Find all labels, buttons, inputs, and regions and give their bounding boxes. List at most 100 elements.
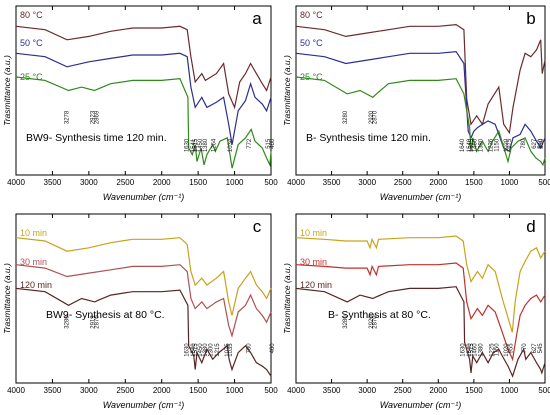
y-axis-label: Trasmittance (a.u.) [282,55,292,126]
plot-frame [15,5,272,176]
plot-frame [295,213,546,384]
band-label: 1236 [489,138,495,152]
x-tick-label: 2500 [394,178,412,187]
band-label: 1215 [215,343,221,357]
x-tick-label: 3000 [80,178,98,187]
series-label: 30 min [20,257,47,267]
band-label: 1540 [191,343,197,357]
x-tick-label: 2000 [429,178,447,187]
x-tick-label: 4000 [7,386,25,395]
series-label: 50 °C [20,38,43,48]
band-label: 515 [266,138,272,149]
series-line [295,235,546,333]
series-label: 80 °C [300,10,323,20]
x-axis-label: Wavenumber (cm⁻¹) [103,400,185,410]
panel-d: 4000 3500 3000 2500 2000 1500 1000 500 Wavenumbe… [282,213,550,410]
x-tick-label: 4000 [287,386,305,395]
x-tick-label: 3500 [323,178,341,187]
x-tick-label: 2500 [394,386,412,395]
x-tick-label: 3500 [44,178,62,187]
band-label: 1150 [495,343,501,357]
x-tick-label: 2000 [153,386,171,395]
x-tick-label: 500 [264,386,278,395]
series-label: 120 min [300,280,332,290]
series-label: 25 °C [300,72,323,82]
band-label: 1460 [473,343,479,357]
band-label: 1380 [478,343,484,357]
band-label: 1630 [185,138,191,152]
band-label: 1540 [467,343,473,357]
band-label: 2923 [90,110,96,124]
y-axis-label: Trasmittance (a.u.) [282,263,292,334]
panel-letter: b [526,9,535,28]
x-tick-label: 1000 [226,178,244,187]
band-label: 3280 [343,315,349,329]
band-label: 1020 [504,343,510,357]
band-label: 1264 [211,138,217,152]
x-axis-label: Wavenumber (cm⁻¹) [103,192,185,202]
x-tick-label: 1000 [501,386,519,395]
band-label: 627 [532,343,538,354]
series-line [15,237,272,316]
band-label: 955 [509,343,515,354]
band-label: 1541 [191,138,197,152]
band-label: 1034 [228,138,234,152]
band-label: 1515 [469,138,475,152]
series-line [295,286,546,378]
series-line [295,50,546,153]
panel-annotation: B- Synthesis time 120 min. [306,132,431,144]
band-label: 540 [538,138,544,149]
x-tick-label: 3500 [323,386,341,395]
band-label: 780 [521,138,527,149]
band-label: 1150 [495,138,501,152]
x-tick-label: 500 [538,386,550,395]
series-line [15,264,272,338]
panel-letter: c [253,217,262,236]
band-label: 1640 [460,138,466,152]
x-tick-label: 2500 [116,386,134,395]
x-tick-label: 1500 [189,386,207,395]
band-label: 1515 [469,343,475,357]
band-label: 1450 [198,138,204,152]
band-label: 975 [507,138,513,149]
band-label: 1630 [461,343,467,357]
x-tick-label: 2000 [429,386,447,395]
band-label: 3280 [64,315,70,329]
band-label: 1075 [225,343,231,357]
series-line [15,25,272,110]
x-tick-label: 4000 [7,178,25,187]
series-line [15,76,272,169]
band-label: 1380 [478,138,484,152]
band-label: 2920 [369,315,375,329]
panel-a: 4000 3500 3000 2500 2000 1500 1000 500 Wavenumbe… [2,5,278,202]
plot-frame [295,5,546,176]
x-tick-label: 500 [264,178,278,187]
band-label: 2919 [91,315,97,329]
series-label: 25 °C [20,72,43,82]
band-label: 780 [247,343,253,354]
panel-c: 4000 3500 3000 2500 2000 1500 1000 500 Wavenumbe… [2,213,278,410]
band-label: 1035 [228,343,234,357]
band-label: 1300 [209,343,215,357]
band-label: 460 [270,138,276,149]
band-label: 1540 [467,138,473,152]
x-tick-label: 1000 [501,178,519,187]
series-label: 80 °C [20,10,43,20]
band-label: 1020 [504,138,510,152]
series-line [15,52,272,145]
panel-annotation: BW9- Synthesis at 80 °C. [46,309,165,321]
band-label: 460 [270,343,276,354]
x-tick-label: 1500 [189,178,207,187]
series-label: 10 min [20,228,47,238]
panel-annotation: B- Synthesis at 80 °C. [328,309,431,321]
band-label: 772 [247,138,253,149]
x-tick-label: 3000 [358,178,376,187]
series-line [295,23,546,135]
series-label: 120 min [20,280,52,290]
panel-annotation: BW9- Synthesis time 120 min. [26,132,167,144]
x-tick-label: 500 [538,178,550,187]
band-label: 2869 [94,110,100,124]
series-line [295,76,546,167]
band-label: 2870 [372,110,378,124]
